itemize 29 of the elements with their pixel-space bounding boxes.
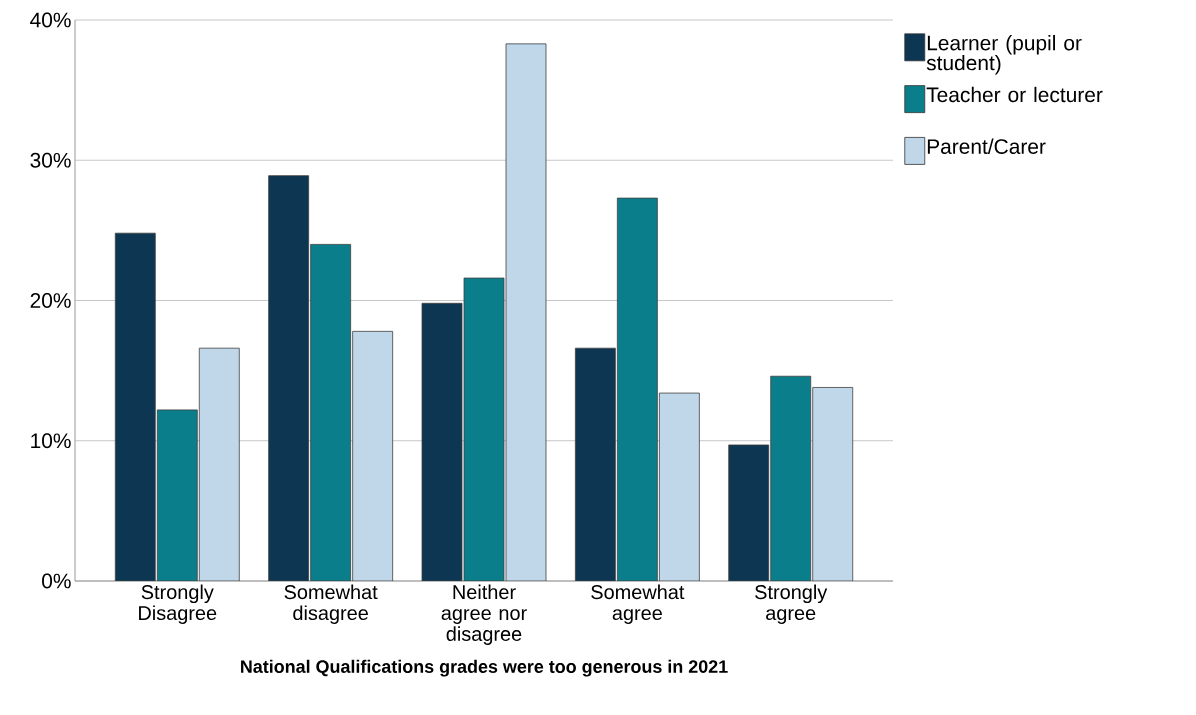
x-tick-label: Strongly agree	[755, 584, 828, 625]
x-tick-label: Somewhat disagree	[284, 584, 378, 625]
y-tick-label: 40%	[30, 12, 71, 28]
bar	[574, 347, 616, 581]
bar	[310, 244, 352, 581]
y-tick-label: 10%	[31, 433, 71, 449]
x-tick-label: Neither agree nor disagree	[441, 584, 527, 645]
bar	[421, 302, 463, 581]
legend-label: Parent/Carer	[927, 138, 1046, 154]
bar	[268, 175, 310, 581]
bar	[505, 43, 547, 581]
y-tick-label: 30%	[30, 152, 71, 168]
bar	[812, 387, 854, 581]
legend-label: Teacher or lecturer	[926, 86, 1103, 103]
x-tick-label: Somewhat agree	[591, 584, 685, 625]
bar	[114, 232, 156, 581]
bar	[728, 444, 770, 581]
y-tick-label: 20%	[30, 293, 71, 308]
x-tick-label: Strongly Disagree	[139, 584, 217, 625]
bar	[352, 330, 394, 581]
x-axis-title: National Qualifications grades were too generous in 2021	[241, 659, 728, 677]
bar	[658, 392, 700, 581]
bar	[616, 197, 658, 581]
bar	[156, 409, 198, 581]
bar	[770, 375, 812, 581]
bar	[198, 347, 240, 581]
y-tick-label: 0%	[42, 573, 71, 589]
legend-label: Learner (pupil or student)	[926, 35, 1082, 75]
bar	[463, 277, 505, 581]
